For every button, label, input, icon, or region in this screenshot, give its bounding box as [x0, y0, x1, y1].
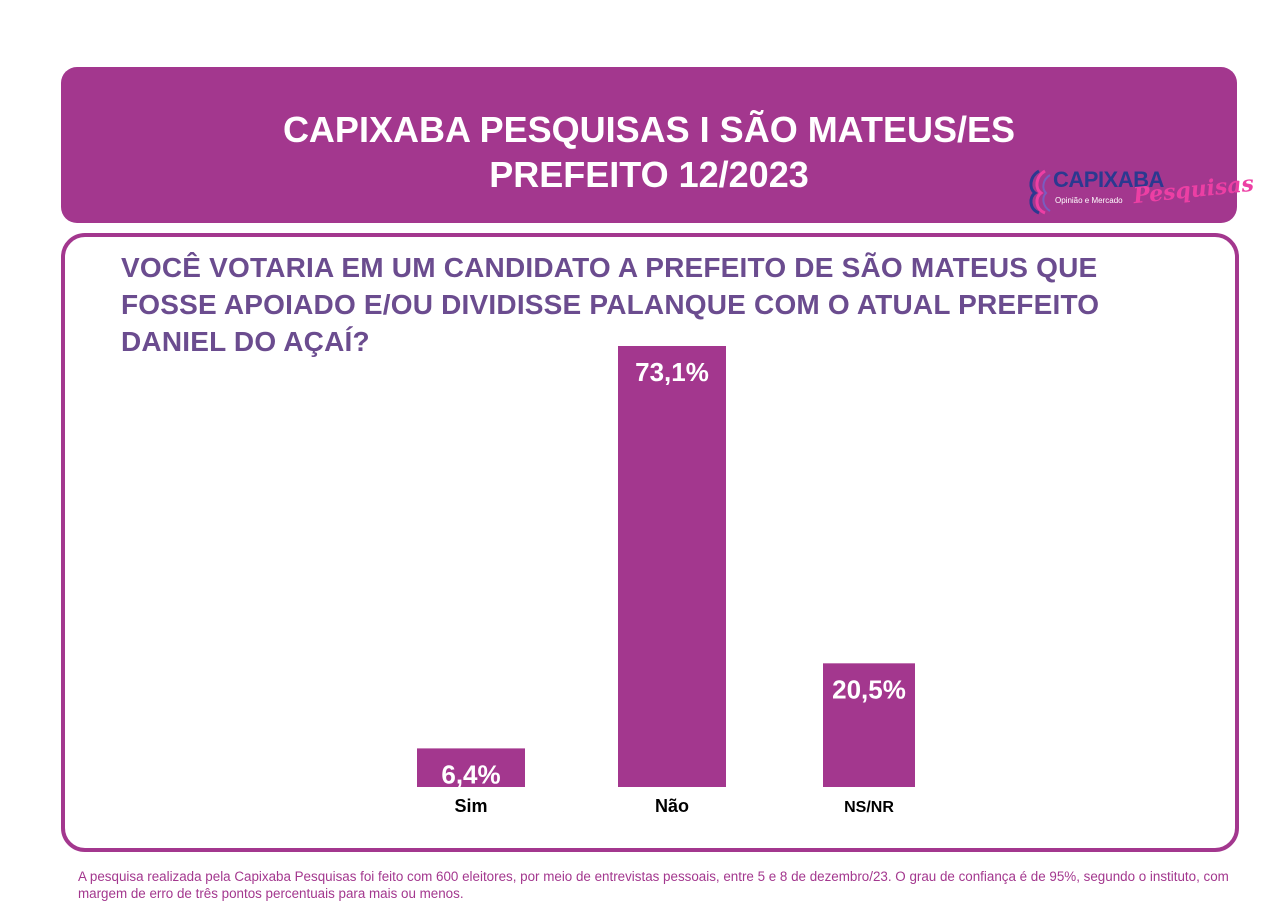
- title-line-1: CAPIXABA PESQUISAS I SÃO MATEUS/ES: [282, 109, 1016, 150]
- category-label: Sim: [454, 796, 487, 816]
- title-line-2: PREFEITO 12/2023: [489, 154, 809, 195]
- data-label: 6,4%: [441, 759, 500, 789]
- data-label: 73,1%: [635, 357, 709, 387]
- chart-question: VOCÊ VOTARIA EM UM CANDIDATO A PREFEITO …: [121, 252, 1100, 357]
- category-label: NS/NR: [844, 799, 894, 816]
- methodology-note: A pesquisa realizada pela Capixaba Pesqu…: [78, 869, 1229, 901]
- capixaba-logo: CAPIXABA Opinião e Mercado Pesquisas: [1025, 165, 1255, 220]
- category-label: Não: [655, 796, 689, 816]
- bar-sim: [417, 748, 525, 787]
- logo-mark-icon: [1029, 169, 1051, 215]
- logo-name: CAPIXABA: [1053, 167, 1164, 192]
- logo-tagline: Opinião e Mercado: [1055, 196, 1123, 205]
- bar-n-o: [618, 346, 726, 787]
- data-label: 20,5%: [832, 674, 906, 704]
- bar-ns-nr: [823, 663, 915, 787]
- page-title: CAPIXABA PESQUISAS I SÃO MATEUS/ES PREFE…: [61, 107, 1237, 197]
- header-banner: CAPIXABA PESQUISAS I SÃO MATEUS/ES PREFE…: [61, 67, 1255, 223]
